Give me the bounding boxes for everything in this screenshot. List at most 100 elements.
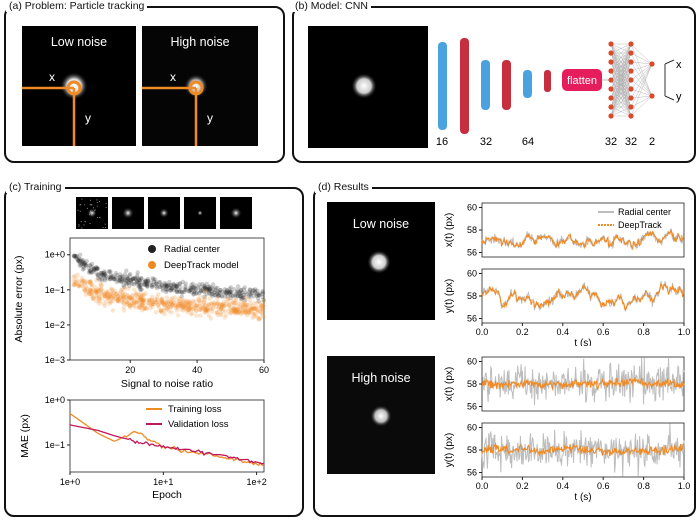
scatter-point <box>201 288 206 293</box>
noise-pixel <box>84 204 86 206</box>
scatter-point <box>78 252 83 257</box>
scatter-point <box>132 276 138 282</box>
scatter-point <box>224 291 229 296</box>
scatter-point <box>182 289 187 295</box>
scatter-point <box>178 303 184 308</box>
scatter-point <box>181 300 186 305</box>
neuron-node <box>608 86 614 92</box>
scatter-point <box>97 299 102 304</box>
scatter-point <box>237 293 243 298</box>
scatter-point <box>130 277 135 282</box>
y-tick-label: 60 <box>467 357 477 367</box>
scatter-point <box>233 300 238 306</box>
thumbnail-particle <box>159 208 169 218</box>
scatter-point <box>118 294 123 300</box>
scatter-point <box>201 300 206 306</box>
scatter-point <box>206 303 211 308</box>
scatter-point <box>222 303 227 308</box>
scatter-point <box>138 276 144 281</box>
scatter-point <box>142 297 147 303</box>
scatter-point <box>159 310 164 315</box>
scatter-point <box>232 306 237 311</box>
scatter-point <box>118 289 124 294</box>
scatter-point <box>94 289 99 294</box>
scatter-point <box>87 287 92 292</box>
scatter-point <box>241 310 246 315</box>
scatter-point <box>207 284 212 289</box>
scatter-point <box>204 281 209 287</box>
scatter-point <box>84 286 90 291</box>
scatter-point <box>72 282 77 288</box>
x-tick-label: 0.8 <box>637 481 650 491</box>
scatter-point <box>175 303 180 308</box>
scatter-point <box>144 305 149 311</box>
plot-frame <box>69 237 265 361</box>
scatter-point <box>80 267 86 272</box>
scatter-point <box>145 284 150 289</box>
scatter-point <box>120 276 125 281</box>
scatter-point <box>162 284 167 290</box>
scatter-point <box>131 300 137 305</box>
scatter-point <box>124 278 129 284</box>
scatter-point <box>112 288 118 294</box>
scatter-point <box>182 287 188 292</box>
scatter-point <box>226 309 232 314</box>
scatter-point <box>188 306 193 312</box>
scatter-point <box>113 292 118 297</box>
scatter-point <box>108 300 114 305</box>
scatter-point <box>122 294 127 300</box>
high-noise-image: High noise x y <box>142 26 258 146</box>
scatter-point <box>192 288 198 293</box>
scatter-point <box>237 310 242 315</box>
scatter-point <box>241 287 246 292</box>
scatter-point <box>164 299 169 305</box>
scatter-point <box>121 283 126 288</box>
scatter-point <box>77 263 83 268</box>
legend-label: Training loss <box>168 404 222 415</box>
scatter-point <box>235 310 240 316</box>
scatter-point <box>161 301 166 307</box>
neuron-node <box>608 41 614 47</box>
scatter-point <box>129 297 135 302</box>
scatter-point <box>114 275 119 280</box>
x-tick-label: 0.0 <box>476 327 489 337</box>
scatter-point <box>180 303 185 308</box>
scatter-point <box>81 264 86 269</box>
scatter-point <box>228 290 233 295</box>
scatter-point <box>260 307 266 312</box>
scatter-point <box>91 287 96 292</box>
scatter-point <box>77 279 82 284</box>
scatter-point <box>194 291 199 296</box>
scatter-point <box>78 283 83 289</box>
scatter-point <box>120 297 125 303</box>
scatter-point <box>168 287 173 293</box>
scatter-point <box>94 265 99 270</box>
scatter-point <box>87 291 92 296</box>
scatter-point <box>159 298 164 303</box>
scatter-point <box>220 304 225 310</box>
scatter-point <box>238 294 243 299</box>
scatter-point <box>185 304 191 309</box>
scatter-point <box>195 285 201 290</box>
scatter-point <box>187 299 193 304</box>
y-tick-label: 60 <box>467 423 477 433</box>
trace-line <box>481 228 685 251</box>
scatter-point <box>121 308 127 313</box>
x-tick-label: 1.0 <box>678 481 691 491</box>
scatter-point <box>91 266 97 271</box>
x-tick-label: 40 <box>192 365 202 375</box>
scatter-point <box>189 312 194 317</box>
scatter-point <box>136 284 141 289</box>
scatter-point <box>75 272 80 277</box>
scatter-point <box>242 307 248 312</box>
y-label: y <box>207 111 213 125</box>
noise-pixel <box>89 199 91 201</box>
noise-pixel <box>104 223 106 225</box>
scatter-point <box>234 291 239 296</box>
scatter-point <box>191 289 197 295</box>
x-tick-label: 0.8 <box>637 327 650 337</box>
scatter-point <box>126 286 131 291</box>
scatter-point <box>193 308 199 313</box>
scatter-point <box>108 277 113 282</box>
scatter-point <box>253 287 258 292</box>
